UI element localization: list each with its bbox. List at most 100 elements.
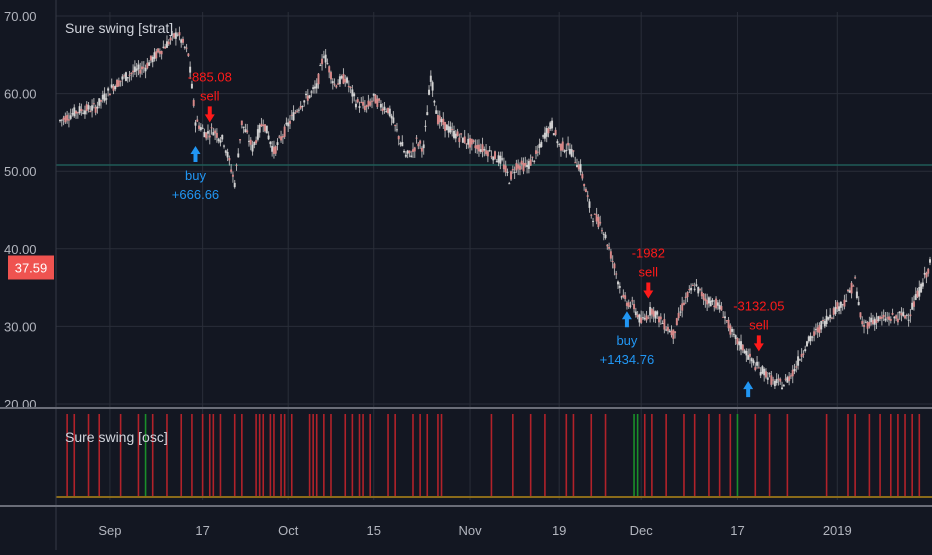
candle-body bbox=[693, 288, 696, 290]
candle-body bbox=[911, 302, 914, 310]
candle-body bbox=[859, 312, 862, 318]
sell-label: sell bbox=[200, 88, 220, 103]
candle-body bbox=[838, 306, 841, 312]
candle-body bbox=[399, 142, 402, 145]
candle-body bbox=[912, 301, 915, 307]
candle-body bbox=[85, 104, 88, 112]
candle-body bbox=[902, 311, 905, 317]
candle-body bbox=[622, 294, 625, 298]
candle-body bbox=[822, 320, 825, 322]
buy-label: buy bbox=[185, 168, 206, 183]
candle-body bbox=[772, 379, 775, 381]
candle-body bbox=[795, 366, 798, 368]
candle-body bbox=[271, 145, 274, 152]
candle-body bbox=[173, 33, 176, 38]
y-tick-label: 20.00 bbox=[4, 397, 37, 412]
candle-body bbox=[417, 143, 420, 147]
oscillator-bars bbox=[56, 414, 932, 498]
candle-body bbox=[151, 56, 154, 63]
candle-body bbox=[581, 173, 584, 179]
candle-body bbox=[370, 100, 373, 102]
candle-body bbox=[247, 140, 250, 142]
candle-body bbox=[137, 64, 140, 70]
candle-body bbox=[716, 302, 719, 306]
candle-body bbox=[823, 320, 826, 327]
candle-body bbox=[511, 169, 514, 171]
candle-body bbox=[160, 50, 163, 55]
candle-body bbox=[454, 133, 457, 139]
candle-body bbox=[870, 317, 873, 323]
candle-body bbox=[520, 160, 523, 165]
candle-body bbox=[617, 281, 620, 285]
candle-body bbox=[433, 100, 436, 103]
x-tick-label: 15 bbox=[367, 523, 381, 538]
candle-body bbox=[426, 112, 429, 116]
candle-body bbox=[929, 259, 931, 263]
candle-body bbox=[208, 135, 211, 138]
candle-body bbox=[559, 143, 562, 151]
candle-body bbox=[121, 76, 124, 80]
candle-body bbox=[638, 314, 641, 323]
candle-body bbox=[253, 141, 256, 146]
candle-body bbox=[798, 359, 801, 361]
candle-body bbox=[335, 85, 338, 88]
candle-body bbox=[691, 285, 694, 287]
candle-body bbox=[871, 320, 874, 325]
candle-body bbox=[836, 302, 839, 309]
candle-body bbox=[745, 350, 748, 356]
candle-body bbox=[695, 284, 698, 286]
candle-body bbox=[891, 313, 894, 315]
candle-body bbox=[740, 341, 743, 350]
candle-body bbox=[155, 51, 158, 59]
candle-body bbox=[920, 283, 923, 293]
candle-body bbox=[262, 124, 265, 127]
candle-body bbox=[677, 312, 680, 319]
y-tick-label: 40.00 bbox=[4, 242, 37, 257]
candle-body bbox=[563, 150, 566, 152]
candle-body bbox=[189, 66, 192, 73]
candle-body bbox=[92, 103, 95, 105]
x-tick-label: Sep bbox=[98, 523, 121, 538]
candle-body bbox=[711, 299, 714, 302]
candle-body bbox=[269, 141, 272, 145]
candle-body bbox=[164, 46, 167, 49]
candle-body bbox=[431, 82, 434, 91]
candle-body bbox=[369, 101, 372, 106]
candle-body bbox=[791, 369, 794, 377]
candle-body bbox=[76, 112, 79, 114]
candle-body bbox=[322, 56, 325, 58]
candle-body bbox=[296, 110, 299, 112]
candle-body bbox=[825, 315, 828, 324]
candle-body bbox=[832, 308, 835, 315]
candle-body bbox=[116, 79, 119, 88]
candle-body bbox=[249, 139, 252, 145]
candle-body bbox=[214, 130, 217, 134]
candle-body bbox=[488, 150, 491, 152]
candle-body bbox=[429, 75, 432, 82]
candle-body bbox=[419, 140, 422, 144]
candle-body bbox=[69, 115, 72, 119]
candle-body bbox=[422, 144, 425, 149]
buy-arrow-icon bbox=[743, 381, 754, 398]
sell-profit-label: -1982 bbox=[632, 246, 665, 261]
candle-body bbox=[128, 74, 131, 76]
candle-body bbox=[83, 110, 86, 115]
trade-markers: buy +666.66 sell -885.08 buy +1434.76 sell -198… bbox=[172, 69, 785, 398]
candle-body bbox=[748, 353, 751, 357]
candle-body bbox=[82, 112, 85, 114]
candle-body bbox=[633, 304, 636, 310]
candle-body bbox=[665, 329, 668, 331]
candle-body bbox=[228, 158, 231, 161]
candle-body bbox=[843, 299, 846, 307]
candle-body bbox=[720, 306, 723, 311]
candle-body bbox=[923, 272, 926, 275]
candle-body bbox=[526, 165, 529, 168]
candle-body bbox=[139, 69, 142, 74]
candle-body bbox=[805, 341, 808, 347]
candle-body bbox=[324, 54, 327, 63]
candle-body bbox=[533, 160, 536, 162]
buy-arrow-icon bbox=[190, 145, 201, 162]
candle-body bbox=[620, 296, 623, 298]
